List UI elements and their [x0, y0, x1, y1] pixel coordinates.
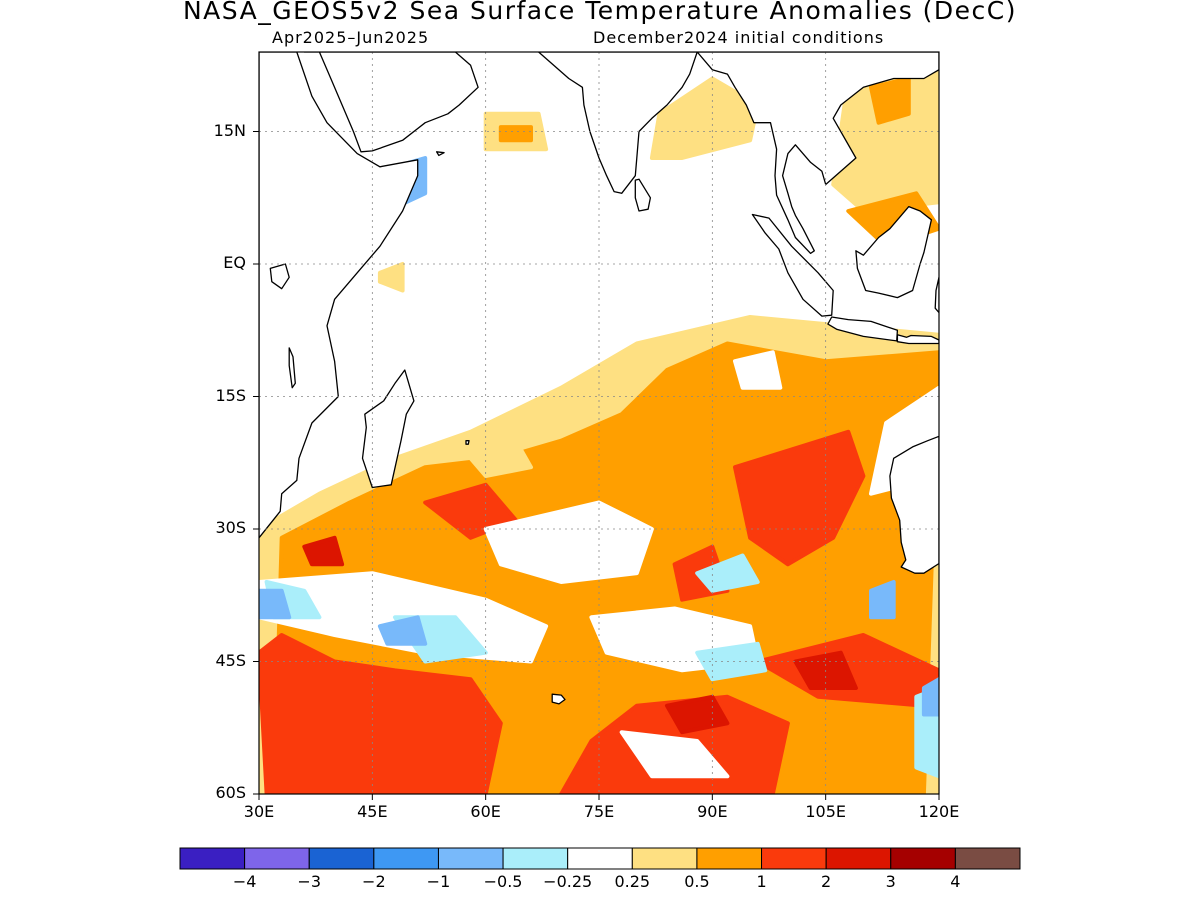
initial-conditions-label: December2024 initial conditions — [593, 28, 885, 47]
landmass-outline — [896, 334, 939, 345]
colorbar-swatch — [825, 847, 892, 870]
lon-tick-label: 30E — [243, 802, 275, 821]
lon-tick-label: 60E — [470, 802, 501, 821]
lon-tick-label: 105E — [805, 802, 846, 821]
plot-frame — [258, 51, 940, 795]
landmass-outline — [435, 151, 445, 157]
anomaly-region — [733, 429, 866, 567]
colorbar-swatch — [761, 847, 827, 870]
landmass-outline — [288, 347, 296, 389]
anomaly-region — [302, 535, 345, 567]
landmass-outline — [634, 178, 652, 212]
anomaly-region — [619, 730, 730, 779]
lon-tick-label: 120E — [918, 802, 960, 821]
lat-tick-label: 30S — [215, 518, 246, 537]
landmass-outline — [361, 369, 415, 489]
landmasses — [259, 52, 939, 705]
landmass-outline — [855, 205, 933, 299]
colorbar-label: 4 — [950, 872, 961, 891]
map-title: NASA_GEOS5v2 Sea Surface Temperature Ano… — [182, 0, 1018, 25]
colorbar-swatch — [631, 847, 698, 870]
lon-tick-label: 45E — [357, 802, 388, 821]
forecast-period-label: Apr2025–Jun2025 — [272, 28, 430, 47]
colorbar — [179, 847, 1021, 870]
colorbar-label: 2 — [821, 872, 832, 891]
colorbar-swatch — [179, 847, 246, 870]
anomaly-region — [259, 588, 292, 620]
colorbar-swatch — [502, 847, 569, 870]
lat-tick-label: 15N — [213, 120, 246, 140]
landmass-outline — [551, 693, 566, 705]
anomaly-region — [377, 262, 405, 293]
colorbar-label: −2 — [362, 872, 386, 891]
anomaly-region — [649, 76, 760, 160]
landmass-outline — [269, 263, 290, 290]
colorbar-swatch — [437, 847, 504, 870]
colorbar-swatch — [954, 847, 1021, 870]
colorbar-label: −1 — [426, 872, 451, 891]
landmass-outline — [751, 213, 834, 317]
landmass-outline — [537, 52, 698, 194]
landmass-outline — [259, 52, 419, 539]
colorbar-swatch — [373, 847, 439, 870]
colorbar-label: 0.5 — [684, 872, 710, 891]
anomaly-region — [259, 633, 503, 794]
anomaly-fields — [259, 58, 939, 794]
anomaly-region — [921, 677, 939, 717]
anomaly-region — [695, 641, 768, 682]
colorbar-swatch — [890, 847, 956, 870]
colorbar-label: −0.25 — [543, 872, 593, 891]
colorbar-swatch — [696, 847, 763, 870]
anomaly-region — [869, 76, 911, 125]
landmass-outline — [889, 435, 939, 574]
anomaly-region — [869, 580, 896, 620]
colorbar-label: 0.25 — [614, 872, 651, 891]
lat-tick-label: 45S — [215, 650, 246, 670]
anomaly-region — [377, 615, 428, 646]
colorbar-label: −0.5 — [483, 872, 523, 891]
colorbar-label: 1 — [756, 872, 767, 891]
lat-tick-label: EQ — [223, 253, 246, 272]
landmass-outline — [827, 316, 899, 342]
lon-tick-label: 90E — [697, 802, 728, 821]
lon-tick-label: 75E — [583, 802, 615, 821]
anomaly-region — [665, 694, 730, 735]
anomaly-region — [498, 125, 533, 143]
colorbar-label: −3 — [297, 872, 322, 891]
landmass-outline — [696, 52, 939, 255]
gridlines — [253, 52, 940, 800]
colorbar-label: −4 — [232, 872, 257, 891]
colorbar-label: 3 — [885, 872, 896, 891]
colorbar-swatch — [308, 847, 375, 870]
colorbar-swatch — [567, 847, 633, 870]
lat-tick-label: 60S — [215, 783, 246, 802]
landmass-outline — [934, 276, 939, 314]
colorbar-swatch — [244, 847, 310, 870]
anomaly-region — [733, 350, 783, 390]
landmass-outline — [303, 52, 479, 153]
lat-tick-label: 15S — [215, 385, 246, 405]
landmass-outline — [465, 440, 470, 445]
